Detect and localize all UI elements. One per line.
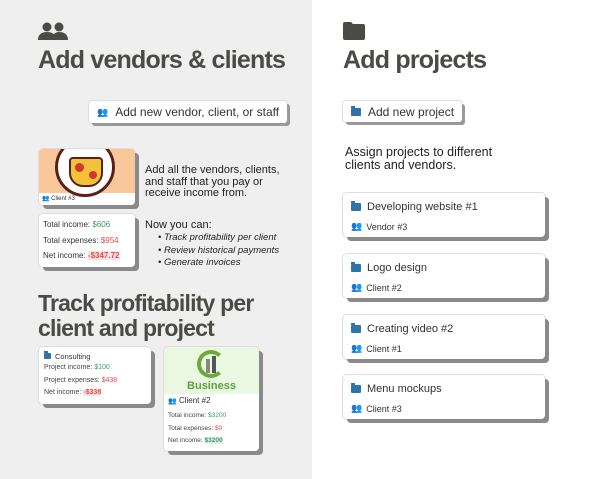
total-income: $3200 — [208, 412, 227, 419]
people-icon: 👥 — [351, 282, 363, 292]
totals-card: Total income: $606 Total expenses: $954 … — [39, 214, 135, 267]
bullet-item: • Review historical payments — [158, 244, 280, 256]
net-income: $3200 — [204, 437, 223, 444]
project-expenses: $438 — [101, 376, 118, 384]
project-name: Developing website #1 — [367, 201, 478, 213]
net-income: -$347.72 — [87, 251, 120, 260]
total-expenses: $0 — [214, 424, 223, 432]
net-income: -$338 — [83, 389, 102, 396]
pizza-logo — [39, 149, 135, 197]
total-income: $606 — [92, 220, 111, 229]
people-icon: 👥 — [97, 106, 109, 117]
pizza-client-card[interactable]: 👥 Client #3 — [39, 149, 135, 205]
bullet-item: • Track profitability per client — [158, 232, 277, 243]
project-name: Consulting — [55, 351, 91, 361]
people-icon: 👥 — [42, 196, 50, 202]
button-label: Add new project — [368, 104, 455, 119]
people-icon: 👥 — [168, 398, 177, 405]
total-expenses: $954 — [100, 235, 119, 245]
project-name: Menu mockups — [367, 383, 442, 395]
folder-icon — [351, 383, 361, 393]
project-name: Creating video #2 — [367, 323, 454, 335]
project-card[interactable]: Creating video #2 👥 Client #1 — [343, 315, 545, 359]
people-icon: 👥 — [351, 221, 363, 231]
project-party[interactable]: Client #3 — [366, 403, 402, 414]
project-card[interactable]: Menu mockups 👥 Client #3 — [343, 375, 545, 419]
client-label: Client #2 — [178, 396, 211, 405]
page-title: Add vendors & clients — [38, 46, 286, 74]
bullet-item: • Generate invoices — [158, 257, 241, 268]
button-label: Add new vendor, client, or staff — [115, 105, 280, 119]
folder-icon — [351, 201, 361, 211]
projects-description: Assign projects to different clients and… — [345, 145, 493, 172]
consulting-project-card[interactable]: Consulting Project income: $100 Project … — [39, 347, 151, 404]
project-card[interactable]: Developing website #1 👥 Vendor #3 — [343, 193, 545, 237]
client-label: Client #3 — [51, 196, 75, 202]
folder-icon — [343, 22, 365, 40]
vendors-panel: Add vendors & clients 👥 Add new vendor, c… — [0, 0, 312, 479]
project-card[interactable]: Logo design 👥 Client #2 — [343, 254, 545, 298]
people-icon — [38, 22, 68, 40]
project-income: $100 — [94, 364, 110, 371]
folder-icon — [44, 351, 51, 359]
add-vendor-button[interactable]: 👥 Add new vendor, client, or staff — [89, 101, 288, 123]
description: Add all the vendors, clients, and staff … — [145, 164, 280, 199]
project-party[interactable]: Client #2 — [366, 282, 402, 293]
section-title: Track profitability per client and proje… — [38, 290, 254, 341]
now-you-can: Now you can: — [145, 219, 212, 231]
label: Total income: — [43, 220, 91, 229]
folder-icon — [351, 105, 361, 116]
business-client-card[interactable]: Business 👥 Client #2 Total income: $3200… — [164, 347, 259, 451]
project-party[interactable]: Client #1 — [366, 343, 402, 354]
project-name: Logo design — [367, 262, 427, 274]
folder-icon — [351, 262, 361, 272]
business-logo: Business — [164, 347, 259, 394]
project-party[interactable]: Vendor #3 — [366, 221, 408, 232]
people-icon: 👥 — [351, 343, 363, 353]
add-project-button[interactable]: Add new project — [343, 101, 463, 122]
label: Net income: — [43, 251, 86, 260]
people-icon: 👥 — [351, 403, 363, 413]
label: Total expenses: — [43, 235, 99, 245]
folder-icon — [351, 323, 361, 333]
projects-title: Add projects — [343, 46, 487, 74]
